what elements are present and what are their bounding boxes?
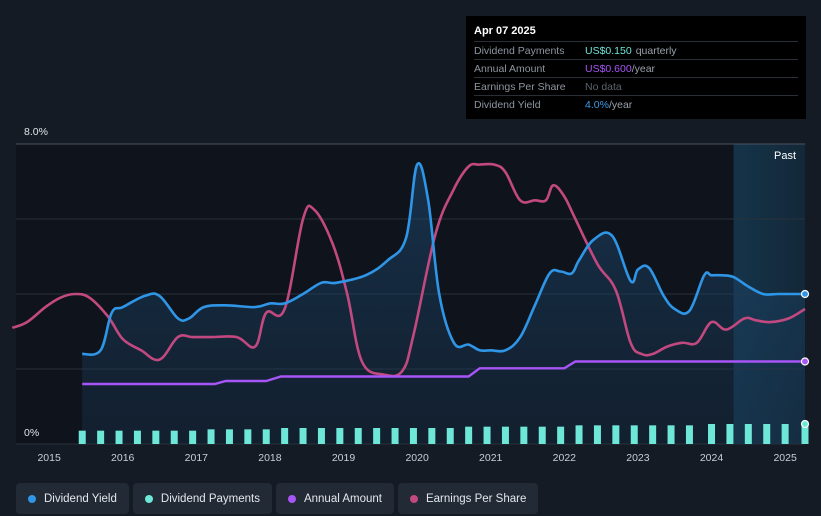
dividend-payment-bar (483, 426, 491, 444)
dividend-payment-bar (317, 428, 325, 444)
dividend-payment-bar (501, 426, 509, 444)
dividend-payment-bar (281, 428, 289, 444)
tooltip-value: US$0.150 (585, 44, 632, 57)
dividend-payment-bar (685, 425, 693, 444)
x-tick-label: 2024 (700, 452, 724, 464)
dividend-payment-bar (152, 430, 160, 444)
x-tick-label: 2017 (185, 452, 209, 464)
dividend-payment-bar (244, 429, 252, 444)
dividend-payment-bar (170, 430, 178, 444)
tooltip-row-annual-amount: Annual Amount US$0.600/year (474, 59, 798, 77)
dividend-yield-end-marker (800, 289, 810, 299)
dividend-payment-bar (262, 429, 270, 444)
tooltip-label: Dividend Payments (474, 44, 565, 57)
tooltip-row-dividend-yield: Dividend Yield 4.0%/year (474, 95, 798, 113)
dividend-payment-bar (667, 425, 675, 444)
legend-item-annual-amount[interactable]: Annual Amount (275, 483, 394, 514)
dividend-payment-bar (612, 425, 620, 444)
dividend-payment-bar (575, 425, 583, 444)
x-tick-label: 2022 (553, 452, 577, 464)
annual-amount-end-marker (800, 357, 810, 366)
dividend-payment-bar (354, 428, 362, 444)
tooltip-unit: quarterly (635, 44, 677, 57)
x-tick-label: 2020 (405, 452, 429, 464)
tooltip-label: Earnings Per Share (474, 80, 566, 93)
dividend-payment-bar (446, 428, 454, 444)
dividend-payment-bar (373, 428, 381, 444)
legend-label: Dividend Payments (160, 492, 260, 505)
dividend-payment-bar (115, 430, 123, 444)
dividend-payment-bar (97, 430, 105, 444)
dividend-payment-bar (630, 425, 638, 444)
dividend-payment-bar (708, 424, 716, 444)
x-tick-label: 2019 (332, 452, 356, 464)
legend-label: Earnings Per Share (425, 492, 527, 505)
dividend-payment-bar (801, 424, 809, 444)
dividend-payment-bar (299, 428, 307, 444)
annual-amount-line (82, 360, 805, 386)
dividend-payment-bar (593, 425, 601, 444)
tooltip-unit: /year (608, 98, 633, 111)
x-tick-label: 2021 (479, 452, 503, 464)
past-label: Past (774, 150, 797, 162)
dividend-payment-bar (428, 428, 436, 444)
dividend-payment-bar (649, 425, 657, 444)
dividend-payment-bar (409, 428, 417, 444)
dividend-payment-bar (336, 428, 344, 444)
dividend-payment-bar (465, 426, 473, 444)
dividend-payments-end-marker (800, 419, 810, 429)
earnings-per-share-line (11, 162, 806, 378)
dividend-payment-bar (781, 424, 789, 444)
legend-label: Dividend Yield (44, 492, 117, 505)
legend-dot-icon (28, 494, 36, 503)
legend-item-dividend-payments[interactable]: Dividend Payments (132, 483, 272, 514)
legend-dot-icon (409, 494, 418, 503)
x-tick-label: 2023 (626, 452, 650, 464)
legend-item-earnings-per-share[interactable]: Earnings Per Share (397, 483, 539, 514)
legend-label: Annual Amount (303, 492, 382, 505)
dividend-yield-area (82, 163, 805, 444)
dividend-payment-bar (207, 429, 215, 444)
tooltip-row-dividend-payments: Dividend Payments US$0.150 quarterly (474, 41, 798, 59)
x-tick-label: 2025 (773, 452, 797, 464)
tooltip-label: Dividend Yield (474, 98, 541, 111)
tooltip-date: Apr 07 2025 (474, 25, 536, 37)
legend-dot-icon (144, 494, 153, 503)
dividend-payment-bar (744, 424, 752, 444)
tooltip-unit: /year (631, 62, 656, 75)
dividend-payment-bar (557, 426, 565, 444)
dividend-yield-line (81, 161, 805, 356)
tooltip-value: US$0.600 (585, 62, 632, 75)
tooltip-value: No data (585, 80, 622, 93)
dividend-payment-bar (391, 428, 399, 444)
legend: Dividend Yield Dividend Payments Annual … (16, 483, 539, 514)
dividend-payment-bar (520, 426, 528, 444)
dividend-payment-bar (763, 424, 771, 444)
dividend-payment-bar (538, 426, 546, 444)
tooltip-row-earnings-per-share: Earnings Per Share No data (474, 77, 798, 95)
x-tick-label: 2015 (37, 452, 61, 464)
dividend-payment-bar (78, 430, 86, 444)
tooltip-value: 4.0% (585, 98, 609, 111)
dividend-payment-bar (225, 429, 233, 444)
dividend-payment-bar (189, 430, 197, 444)
y-axis-max-label: 8.0% (24, 126, 48, 138)
y-axis-min-label: 0% (24, 427, 40, 439)
legend-item-dividend-yield[interactable]: Dividend Yield (16, 483, 129, 514)
dividend-payment-bar (133, 430, 141, 444)
tooltip: Apr 07 2025 Dividend Payments US$0.150 qu… (466, 16, 806, 119)
x-tick-label: 2018 (258, 452, 282, 464)
dividend-payment-bar (726, 424, 734, 444)
tooltip-label: Annual Amount (474, 62, 546, 75)
legend-dot-icon (287, 494, 296, 503)
x-tick-label: 2016 (111, 452, 135, 464)
